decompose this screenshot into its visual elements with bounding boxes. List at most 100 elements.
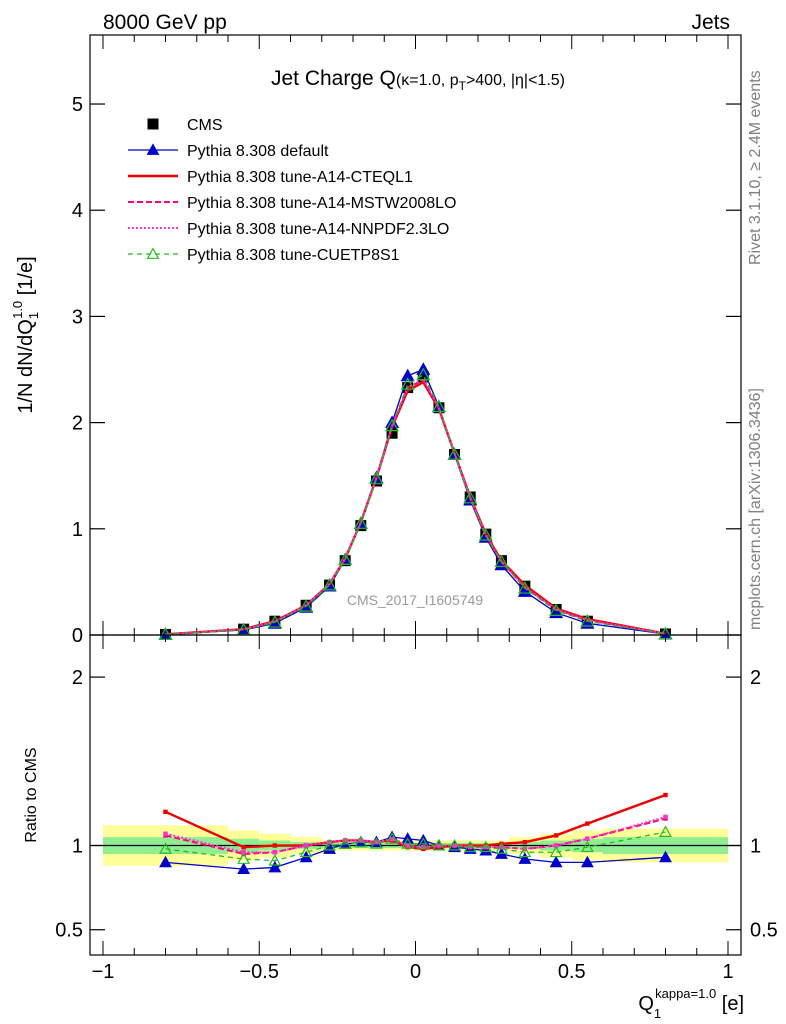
ratio-point-nnpdf: [436, 843, 442, 848]
ratio-point-default: [237, 862, 251, 875]
legend-label-cteql1: Pythia 8.308 tune-A14-CTEQL1: [187, 169, 413, 186]
data-point-cms: [417, 371, 429, 383]
ratio-point-cuetp8s1: [338, 837, 352, 849]
legend-item-nnpdf: Pythia 8.308 tune-A14-NNPDF2.3LO: [128, 221, 449, 238]
legend-item-cms: CMS: [147, 117, 223, 134]
ylabel-sub: 1: [26, 312, 41, 319]
main-plot-area: 0 1 2 3 4 5: [72, 34, 742, 647]
ratio-ytick-label-right: 0.5: [750, 920, 778, 942]
xtick-label: −1: [92, 961, 115, 983]
ratio-point-nnpdf: [421, 845, 426, 850]
ratio-point-nnpdf: [499, 845, 504, 850]
ratio-point-nnpdf: [303, 843, 309, 848]
ratio-point-nnpdf: [553, 843, 559, 848]
ratio-point-cuetp8s1: [299, 845, 313, 858]
ylabel-unit: [1/e]: [15, 256, 37, 300]
title-sub: T: [459, 79, 467, 93]
data-point-default: [400, 368, 415, 382]
ratio-point-default: [580, 855, 594, 868]
title-tail: >400, |η|<1.5): [466, 72, 565, 89]
ratio-point-nnpdf: [389, 836, 395, 841]
legend-label-cms: CMS: [187, 117, 223, 134]
ratio-point-nnpdf: [241, 850, 246, 855]
legend-marker-cms: [147, 118, 159, 130]
ratio-ytick-label-right: 2: [750, 667, 761, 689]
data-point-cuetp8s1: [463, 490, 478, 504]
ratio-line-cuetp8s1: [165, 831, 666, 862]
ratio-point-cuetp8s1: [237, 852, 251, 864]
ratio-point-cuetp8s1: [580, 840, 594, 853]
ratio-point-cuetp8s1: [479, 840, 493, 853]
main-ytick-label-left: 4: [72, 200, 83, 222]
ratio-point-nnpdf: [327, 839, 332, 845]
legend-item-mstw: Pythia 8.308 tune-A14-MSTW2008LO: [128, 195, 456, 212]
data-point-cuetp8s1: [338, 552, 353, 566]
data-point-cuetp8s1: [431, 399, 446, 413]
ratio-point-nnpdf: [585, 836, 590, 841]
ratio-ytick-label-right: 1: [750, 836, 761, 858]
ratio-point-cteql1: [585, 821, 590, 826]
ratio-point-cuetp8s1: [518, 845, 532, 858]
legend-item-cteql1: Pythia 8.308 tune-A14-CTEQL1: [128, 169, 413, 186]
xtick-label: −0.5: [240, 961, 279, 983]
ratio-ytick-label-left: 0.5: [55, 920, 83, 942]
ratio-point-default: [549, 855, 563, 868]
ratio-frame: [89, 634, 742, 956]
ratio-point-nnpdf: [522, 846, 528, 852]
ratio-point-cteql1: [663, 792, 668, 798]
ratio-point-nnpdf: [272, 850, 278, 855]
ratio-point-default: [268, 860, 282, 873]
ratio-point-nnpdf: [374, 839, 379, 845]
series-cuetp8s1: [158, 367, 673, 640]
series-line-default: [165, 368, 666, 636]
ratio-point-cteql1: [553, 833, 559, 838]
ratio-point-cuetp8s1: [354, 835, 368, 848]
data-point-cuetp8s1: [580, 613, 595, 627]
ratio-plot-area: 0.5 0.5 1 1 2 2 −1 −0.5 0 0.5 1: [55, 634, 778, 983]
data-point-cuetp8s1: [369, 471, 384, 485]
ratio-point-nnpdf: [663, 814, 668, 820]
main-ytick-label-left: 1: [72, 519, 83, 541]
ratio-point-default: [518, 852, 532, 864]
ratio-point-cuetp8s1: [448, 838, 461, 851]
ratio-point-nnpdf: [405, 843, 410, 848]
ratio-xlabel: Q1 kappa=1.0 [e]: [638, 986, 744, 1021]
data-point-cuetp8s1: [517, 581, 532, 594]
ratio-series-cuetp8s1: [159, 825, 672, 866]
side-label-rivet: Rivet 3.1.10, ≥ 2.4M events: [747, 70, 764, 265]
ratio-point-default: [479, 843, 493, 856]
data-point-cuetp8s1: [299, 599, 314, 612]
ratio-point-cuetp8s1: [549, 845, 563, 858]
ratio-point-cteql1: [163, 809, 168, 815]
legend-label-mstw: Pythia 8.308 tune-A14-MSTW2008LO: [187, 195, 456, 212]
legend-item-cuetp8s1: Pythia 8.308 tune-CUETP8S1: [128, 247, 400, 264]
ratio-point-cuetp8s1: [370, 837, 383, 849]
ylabel-main: 1/N dN/dQ: [15, 319, 37, 413]
header-left: 8000 GeV pp: [103, 11, 227, 34]
xlabel-unit: [e]: [716, 993, 744, 1015]
ratio-point-default: [323, 842, 336, 854]
ratio-point-cuetp8s1: [268, 854, 282, 866]
ratio-point-nnpdf: [342, 838, 348, 843]
series-line-cteql1: [165, 380, 666, 636]
data-point-cuetp8s1: [478, 527, 493, 541]
ratio-line-nnpdf: [165, 815, 666, 854]
ratio-point-cuetp8s1: [385, 832, 399, 844]
main-ylabel: 1/N dN/dQ11.0 [1/e]: [10, 256, 41, 413]
ratio-point-cuetp8s1: [401, 837, 415, 849]
data-point-cuetp8s1: [322, 577, 337, 591]
title-main: Jet Charge Q: [271, 67, 396, 90]
header-right: Jets: [691, 11, 730, 34]
legend-marker-cuetp8s1: [146, 247, 160, 259]
data-point-cuetp8s1: [549, 603, 564, 616]
data-point-cuetp8s1: [447, 447, 462, 460]
main-ytick-label-left: 3: [72, 306, 83, 328]
data-point-cuetp8s1: [416, 367, 431, 381]
ratio-ytick-label-left: 1: [72, 836, 83, 858]
ratio-point-cuetp8s1: [159, 842, 172, 854]
ratio-point-nnpdf: [452, 843, 457, 848]
data-point-cuetp8s1: [385, 418, 400, 432]
series-cteql1: [165, 380, 666, 636]
legend: CMS Pythia 8.308 default Pythia 8.308 tune…: [128, 117, 456, 264]
